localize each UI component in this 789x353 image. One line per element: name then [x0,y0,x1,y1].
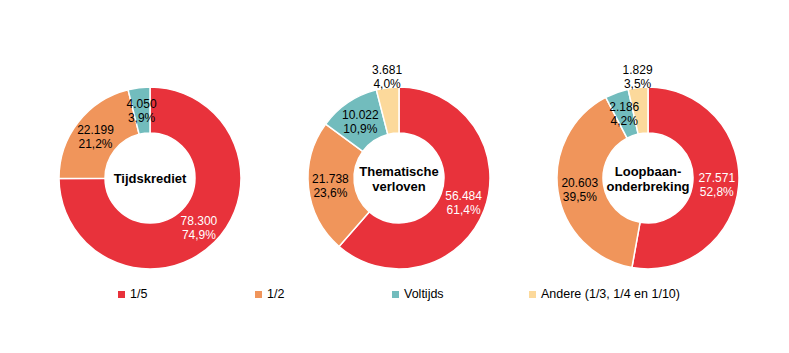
legend-swatch [392,291,399,298]
legend-swatch [255,291,262,298]
percentage-label: 4,2% [611,114,639,128]
percentage-label: 39,5% [563,190,597,204]
percentage-label: 61,4% [447,203,481,217]
value-label: 56.484 [445,189,482,203]
percentage-label: 4,0% [373,77,401,91]
chart-title: Loopbaan-onderbreking [606,164,689,194]
chart-title: Thematischeverloven [359,164,438,194]
donut-chart: 1/51/2VoltijdsAndere (1/3, 1/4 en 1/10)2… [557,63,739,269]
percentage-label: 74,9% [182,228,216,242]
value-label: 10.022 [342,108,379,122]
chart-canvas: 1/5 1/2 Voltijds 78.30074,9% 22.19921,2% 4.05… [0,0,789,353]
value-label: 2.186 [609,100,639,114]
percentage-label: 23,6% [313,186,347,200]
chart-root: 1/5 1/2 Voltijds 78.30074,9% 22.19921,2% 4.05… [0,0,789,353]
value-label: 22.199 [77,123,114,137]
chart-title: Tijdskrediet [114,171,187,186]
percentage-label: 10,9% [343,122,377,136]
value-label: 27.571 [698,171,735,185]
legend-label: 1/5 [130,287,147,301]
data-labels: 56.48461,4% 21.73823,6% 10.02210,9% 3.6814,… [312,63,482,218]
data-labels: 78.30074,9% 22.19921,2% 4.0503,9% [77,97,217,242]
donut-slice: Andere (1/3, 1/4 en 1/10) [376,87,399,134]
legend-label: Voltijds [404,287,444,301]
percentage-label: 3,9% [128,111,156,125]
percentage-label: 52,8% [700,185,734,199]
legend-swatch [118,291,125,298]
donut-chart: 1/51/2VoltijdsAndere (1/3, 1/4 en 1/10)5… [308,63,490,269]
value-label: 20.603 [561,176,598,190]
value-label: 4.050 [127,97,157,111]
donut-slice: 1/5 [339,87,490,269]
data-labels: 27.57152,8% 20.60339,5% 2.1864,2% 1.8293,5% [561,63,735,204]
donut-slice: 1/5 [59,87,241,269]
legend-swatch [529,291,536,298]
legend-label: 1/2 [267,287,284,301]
percentage-label: 21,2% [78,137,112,151]
value-label: 21.738 [312,172,349,186]
legend-label: Andere (1/3, 1/4 en 1/10) [541,287,680,301]
value-label: 1.829 [623,63,653,77]
value-label: 78.300 [181,214,218,228]
percentage-label: 3,5% [624,77,652,91]
legend: 1/5 1/2 Voltijds Andere (1/3, 1/4 en 1/10) [118,287,680,301]
value-label: 3.681 [372,63,402,77]
donut-chart: 1/51/2Voltijds78.30074,9%22.19921,2%4.05… [59,87,241,269]
